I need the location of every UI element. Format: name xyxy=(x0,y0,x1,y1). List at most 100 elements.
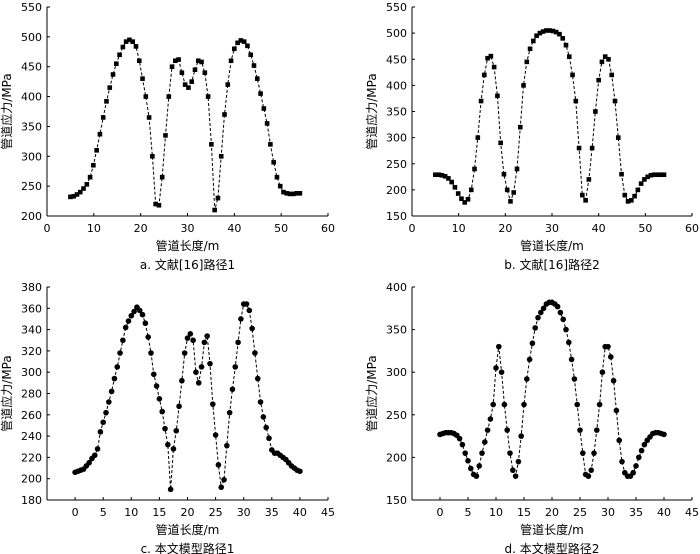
data-point xyxy=(540,305,547,312)
y-tick-label: 200 xyxy=(21,210,42,223)
data-point xyxy=(527,46,533,52)
data-point xyxy=(537,30,543,36)
data-point xyxy=(459,441,466,448)
data-point xyxy=(245,43,250,49)
data-point xyxy=(641,441,648,448)
data-point xyxy=(87,174,93,180)
x-tick-label: 10 xyxy=(452,222,466,235)
data-point xyxy=(591,450,597,456)
x-axis-title: 管道长度/m xyxy=(520,522,584,537)
data-point xyxy=(524,59,530,65)
data-point xyxy=(264,121,270,126)
data-point xyxy=(100,419,106,426)
y-tick-label: 360 xyxy=(21,302,42,315)
data-point xyxy=(479,450,485,456)
data-point xyxy=(517,124,523,130)
data-point xyxy=(504,427,511,433)
y-tick-label: 550 xyxy=(386,1,407,14)
data-point xyxy=(159,174,165,180)
x-tick-label: 45 xyxy=(685,506,699,519)
y-tick-label: 240 xyxy=(21,430,42,443)
y-tick-label: 220 xyxy=(21,451,42,464)
data-point xyxy=(125,318,132,324)
data-point xyxy=(585,473,592,479)
data-point xyxy=(232,46,237,52)
x-tick-label: 30 xyxy=(237,506,251,519)
data-point xyxy=(199,59,204,65)
data-point xyxy=(193,369,199,376)
data-point xyxy=(557,31,562,37)
data-point xyxy=(86,459,92,466)
data-point xyxy=(117,350,123,356)
data-point xyxy=(284,191,290,196)
data-point xyxy=(515,458,522,465)
data-point xyxy=(195,58,201,64)
data-point xyxy=(291,191,296,197)
data-point xyxy=(176,403,182,410)
data-point xyxy=(547,28,552,33)
data-point xyxy=(153,201,158,207)
data-point xyxy=(478,98,484,104)
x-tick-label: 15 xyxy=(152,506,166,519)
x-tick-label: 40 xyxy=(592,222,606,235)
data-point xyxy=(658,172,664,178)
data-point xyxy=(201,339,208,346)
data-point xyxy=(148,350,154,356)
data-point xyxy=(297,468,303,475)
series-line xyxy=(74,303,301,490)
data-point xyxy=(229,386,236,393)
data-point xyxy=(294,191,299,196)
data-point xyxy=(511,190,517,195)
panel-caption: a. 文献[16]路径1 xyxy=(140,257,235,272)
data-point xyxy=(243,301,250,307)
data-point xyxy=(442,173,448,179)
x-tick-label: 30 xyxy=(601,506,615,519)
data-point xyxy=(613,407,620,414)
data-point xyxy=(638,447,645,454)
data-point xyxy=(153,383,160,389)
data-point xyxy=(586,177,592,182)
data-point xyxy=(482,72,487,78)
y-tick-label: 550 xyxy=(21,1,42,14)
data-point xyxy=(127,37,132,43)
data-point xyxy=(274,174,280,180)
data-point xyxy=(122,324,129,331)
data-point xyxy=(638,181,644,186)
data-point xyxy=(268,142,273,147)
data-point xyxy=(521,83,526,88)
data-point xyxy=(179,377,185,384)
data-point xyxy=(636,454,642,461)
chart-panel-b: 0 10 20 30 40 50 60 150 200 250 300 350 400 450 500 550… xyxy=(364,1,699,272)
data-point xyxy=(566,54,572,59)
chart-panel-d: 0 5 10 15 20 25 30 35 40 45 150 200 250 300 350 400 管道长度… xyxy=(364,281,699,554)
data-point xyxy=(136,307,143,314)
data-point xyxy=(553,29,559,35)
data-point xyxy=(449,179,454,185)
y-tick-label: 200 xyxy=(386,184,407,197)
x-tick-label: 35 xyxy=(265,506,279,519)
x-tick-label: 40 xyxy=(293,506,307,519)
y-tick-label: 250 xyxy=(21,180,42,193)
data-point xyxy=(642,177,647,182)
y-tick-label: 260 xyxy=(21,409,42,422)
data-point xyxy=(181,350,188,356)
data-point xyxy=(173,58,178,64)
data-point xyxy=(532,325,538,331)
data-point xyxy=(633,463,639,469)
data-point xyxy=(94,148,99,153)
x-tick-label: 5 xyxy=(465,506,472,519)
data-point xyxy=(651,172,657,178)
y-tick-label: 400 xyxy=(386,79,407,92)
data-point xyxy=(518,433,524,439)
data-point xyxy=(456,435,463,442)
data-point xyxy=(71,193,76,199)
data-point xyxy=(100,115,106,120)
y-tick-label: 280 xyxy=(21,388,42,401)
x-tick-label: 10 xyxy=(87,222,101,235)
data-point xyxy=(501,171,507,177)
data-point xyxy=(248,52,254,58)
data-point xyxy=(207,360,213,367)
data-point xyxy=(655,172,660,178)
data-point xyxy=(133,44,139,49)
x-tick-label: 60 xyxy=(321,222,335,235)
